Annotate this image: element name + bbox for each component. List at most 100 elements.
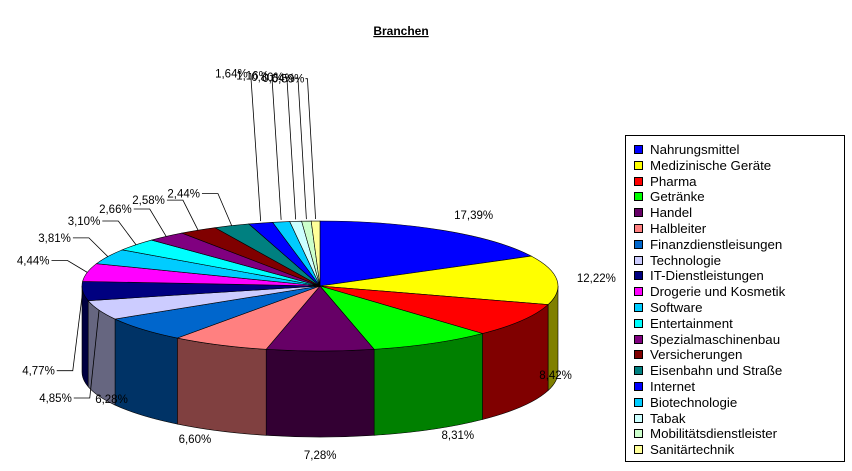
data-label-internet: 1,64%	[215, 68, 248, 80]
data-label-tabak: 0,80%	[251, 72, 284, 84]
legend-label: Drogerie und Kosmetik	[650, 284, 786, 300]
chart-title: Branchen	[373, 24, 428, 38]
slice-nahrungsmittel	[319, 220, 533, 287]
legend-label: Nahrungsmittel	[650, 142, 740, 157]
leader-line-drogerie-und-kosmetik	[51, 260, 88, 273]
legend-swatch	[634, 223, 643, 233]
legend-label: Versicherungen	[650, 347, 743, 363]
legend-swatch	[634, 381, 643, 391]
slice-side-getr-nke	[373, 333, 483, 436]
slice-side-halbleiter	[177, 337, 267, 436]
legend-item-versicherungen: Versicherungen	[634, 347, 844, 363]
legend-item-eisenbahn-und-stra-e: Eisenbahn und Straße	[634, 363, 844, 379]
slice-pharma	[319, 285, 549, 334]
legend-item-halbleiter: Halbleiter	[634, 221, 844, 237]
legend-label: Medizinische Geräte	[650, 157, 772, 173]
leader-line-biotechnologie	[269, 75, 282, 220]
legend-swatch	[634, 445, 643, 455]
legend-item-pharma: Pharma	[634, 173, 844, 190]
leader-line-eisenbahn-und-stra-e	[201, 193, 233, 226]
slice-medizinische-ger-te	[319, 255, 559, 305]
data-label-pharma: 8,42%	[539, 370, 572, 382]
legend-item-medizinische-ger-te: Medizinische Geräte	[634, 157, 844, 174]
legend-swatch	[634, 429, 643, 439]
legend-label: Getränke	[650, 189, 705, 205]
legend-swatch	[634, 302, 643, 312]
data-label-mobilit-tsdienstleister: 0,64%	[262, 73, 295, 85]
legend-item-spezialmaschinenbau: Spezialmaschinenbau	[634, 331, 844, 348]
data-label-nahrungsmittel: 17,39%	[454, 210, 493, 222]
legend-swatch	[634, 145, 643, 154]
leader-line-spezialmaschinenbau	[133, 208, 167, 237]
legend-label: IT-Dienstleistungen	[650, 268, 764, 284]
legend-item-tabak: Tabak	[634, 410, 844, 427]
legend-item-sanit-rtechnik: Sanitärtechnik	[634, 442, 844, 458]
legend-label: Internet	[650, 378, 696, 394]
legend-item-drogerie-und-kosmetik: Drogerie und Kosmetik	[634, 284, 844, 300]
data-label-drogerie-und-kosmetik: 4,44%	[17, 256, 50, 268]
legend-item-mobilit-tsdienstleister: Mobilitätsdienstleister	[634, 426, 844, 442]
leader-line-it-dienstleistungen	[56, 291, 84, 372]
legend-swatch	[634, 413, 643, 423]
legend-swatch	[634, 366, 643, 376]
legend-label: Tabak	[650, 410, 686, 426]
legend-label: Sanitärtechnik	[650, 442, 735, 458]
data-label-getr-nke: 8,31%	[442, 430, 475, 442]
legend-label: Entertainment	[650, 315, 733, 331]
legend-label: Mobilitätsdienstleister	[650, 426, 778, 442]
leader-line-sanit-rtechnik	[305, 78, 316, 220]
legend-swatch	[634, 192, 643, 202]
legend-label: Handel	[650, 205, 693, 221]
leader-line-versicherungen	[166, 199, 199, 231]
legend-swatch	[634, 287, 643, 297]
legend-swatch	[634, 160, 643, 170]
legend-label: Software	[650, 299, 703, 315]
pie-sides	[81, 285, 559, 438]
slice-handel	[265, 285, 375, 352]
legend: Nahrungsmittel Medizinische Geräte Pharma G…	[625, 135, 845, 462]
legend-label: Pharma	[650, 173, 697, 189]
legend-label: Finanzdienstleisungen	[650, 236, 783, 252]
legend-item-entertainment: Entertainment	[634, 315, 844, 332]
legend-swatch	[634, 255, 643, 265]
legend-swatch	[634, 350, 643, 360]
data-label-spezialmaschinenbau: 2,66%	[99, 204, 132, 216]
data-label-software: 3,81%	[38, 233, 71, 245]
data-label-medizinische-ger-te: 12,22%	[577, 273, 616, 285]
legend-label: Spezialmaschinenbau	[650, 331, 781, 347]
legend-swatch	[634, 318, 643, 328]
data-label-eisenbahn-und-stra-e: 2,44%	[167, 189, 200, 201]
label-leaders	[51, 72, 316, 399]
legend-item-nahrungsmittel: Nahrungsmittel	[634, 142, 844, 158]
data-label-technologie: 4,85%	[39, 393, 72, 405]
leader-line-software	[72, 237, 109, 257]
legend-item-it-dienstleistungen: IT-Dienstleistungen	[634, 268, 844, 284]
legend-item-handel: Handel	[634, 205, 844, 221]
data-label-halbleiter: 6,60%	[179, 434, 212, 446]
legend-item-getr-nke: Getränke	[634, 189, 844, 205]
legend-swatch	[634, 176, 643, 186]
data-label-sanit-rtechnik: 0,59%	[272, 74, 305, 86]
legend-item-finanzdienstleisungen: Finanzdienstleisungen	[634, 236, 844, 253]
legend-swatch	[634, 271, 643, 281]
legend-label: Technologie	[650, 252, 721, 268]
slice-side-handel	[265, 348, 375, 438]
data-label-handel: 7,28%	[304, 450, 337, 462]
legend-swatch	[634, 334, 643, 344]
legend-swatch	[634, 239, 643, 249]
data-label-biotechnologie: 1,16%	[236, 70, 269, 82]
leader-line-technologie	[73, 310, 100, 399]
data-label-finanzdienstleisungen: 6,28%	[95, 394, 128, 406]
legend-item-internet: Internet	[634, 378, 844, 395]
leader-line-entertainment	[102, 220, 137, 246]
data-label-it-dienstleistungen: 4,77%	[22, 366, 55, 378]
data-label-entertainment: 3,10%	[68, 216, 101, 228]
data-labels: 17,39% 12,22% 8,42% 8,31% 7,28% 6,60% 6,28% 4,8…	[17, 68, 616, 462]
leader-line-mobilit-tsdienstleister	[295, 77, 307, 220]
pie-tops	[81, 220, 559, 352]
legend-label: Eisenbahn und Straße	[650, 363, 783, 379]
legend-item-biotechnologie: Biotechnologie	[634, 395, 844, 411]
slice-side-it-dienstleistungen	[81, 285, 89, 388]
data-label-versicherungen: 2,58%	[132, 195, 165, 207]
